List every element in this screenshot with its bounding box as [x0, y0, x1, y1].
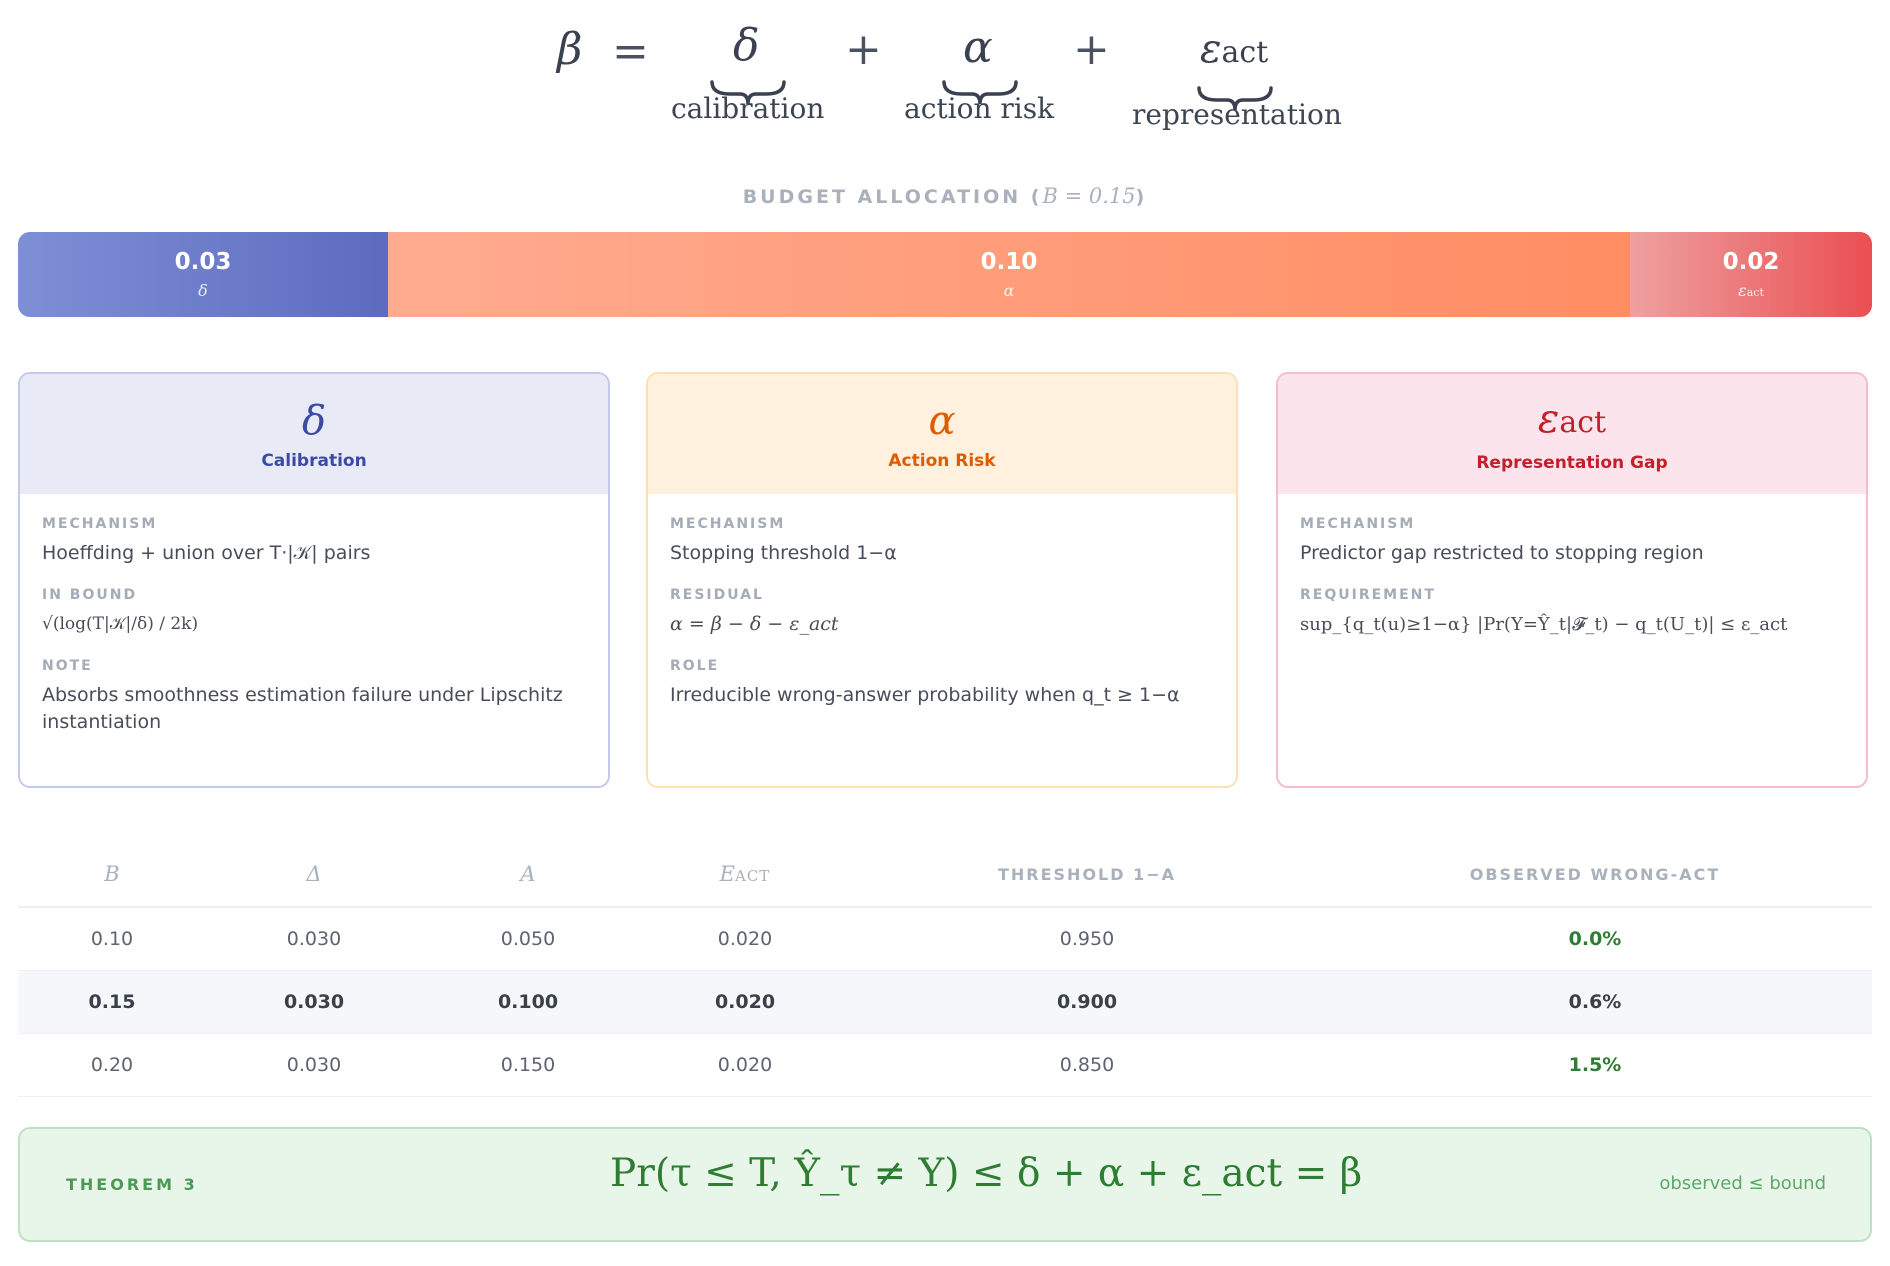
card-representation-gap: εact Representation Gap MECHANISM Predic…	[1276, 372, 1868, 788]
cell: 0.150	[422, 1033, 634, 1097]
term-alpha-symbol: α	[963, 22, 993, 73]
row-text: Hoeffding + union over T·|𝒦| pairs	[42, 542, 371, 564]
theorem-tag: THEOREM 3	[66, 1175, 198, 1194]
term-epsilon-label: representation	[1132, 98, 1342, 131]
equals-sign: =	[612, 26, 649, 77]
row-key: MECHANISM	[670, 516, 786, 532]
segment-value: 0.02	[1722, 249, 1780, 275]
beta-symbol: β	[557, 24, 583, 75]
col-header-epsilon: ΕACT	[634, 842, 856, 908]
card-symbol: α	[928, 398, 956, 444]
theorem-formula: Pr(τ ≤ T, Ŷ_τ ≠ Y) ≤ δ + α + ε_act = β	[610, 1151, 1363, 1196]
term-delta-symbol: δ	[733, 20, 760, 71]
card-title: Action Risk	[888, 451, 996, 471]
budget-allocation-title: BUDGET ALLOCATION (B = 0.15)	[742, 184, 1148, 208]
plus-sign-1: +	[845, 24, 882, 75]
card-symbol: εact	[1537, 396, 1607, 442]
cell: 0.030	[206, 970, 422, 1034]
cell: 0.020	[634, 907, 856, 971]
row-text-formula: √(log(T|𝒦|/δ) / 2k)	[42, 614, 199, 634]
budget-bar: 0.03 δ 0.10 α 0.02 εact	[18, 232, 1872, 317]
cell: 0.020	[634, 1033, 856, 1097]
cell: 0.050	[422, 907, 634, 971]
segment-value: 0.10	[980, 249, 1038, 275]
row-key: REQUIREMENT	[1300, 587, 1436, 603]
card-title: Representation Gap	[1476, 453, 1668, 473]
cell-observed: 0.0%	[1318, 907, 1872, 971]
card-symbol: δ	[301, 398, 327, 444]
row-text: Absorbs smoothness estimation failure un…	[42, 684, 563, 733]
col-header-alpha: Α	[422, 842, 634, 908]
cell-observed: 1.5%	[1318, 1033, 1872, 1097]
card-header: δ Calibration	[20, 374, 608, 494]
card-action-risk: α Action Risk MECHANISM Stopping thresho…	[646, 372, 1238, 788]
segment-symbol: εact	[1738, 281, 1764, 300]
row-key: MECHANISM	[42, 516, 158, 532]
budget-table: Β Δ Α ΕACT THRESHOLD 1−Α OBSERVED WRONG-…	[18, 842, 1872, 1097]
cell: 0.20	[18, 1033, 206, 1097]
row-text-formula: sup_{q_t(u)≥1−α} |Pr(Y=Ŷ_t|𝓕_t) − q_t(U_…	[1300, 614, 1788, 635]
theorem-note: observed ≤ bound	[1659, 1173, 1826, 1194]
plus-sign-2: +	[1073, 24, 1110, 75]
card-header: εact Representation Gap	[1278, 374, 1866, 494]
card-title: Calibration	[261, 451, 367, 471]
table-row-highlighted: 0.15 0.030 0.100 0.020 0.900 0.6%	[18, 970, 1872, 1034]
table-row: 0.20 0.030 0.150 0.020 0.850 1.5%	[18, 1033, 1872, 1097]
row-text: Predictor gap restricted to stopping reg…	[1300, 542, 1704, 564]
decomposition-equation: β = δ calibration + α action risk + εact…	[0, 18, 1890, 138]
budget-segment-epsilon: 0.02 εact	[1630, 232, 1872, 317]
col-header-beta: Β	[18, 842, 206, 908]
row-text-formula: α = β − δ − ε_act	[670, 613, 839, 635]
row-key: MECHANISM	[1300, 516, 1416, 532]
card-header: α Action Risk	[648, 374, 1236, 494]
budget-segment-delta: 0.03 δ	[18, 232, 388, 317]
cell: 0.100	[422, 970, 634, 1034]
cell: 0.020	[634, 970, 856, 1034]
row-text: Stopping threshold 1−α	[670, 542, 897, 564]
cell: 0.900	[856, 970, 1318, 1034]
row-text: Irreducible wrong-answer probability whe…	[670, 684, 1180, 706]
segment-value: 0.03	[174, 249, 232, 275]
term-delta-label: calibration	[671, 92, 825, 125]
cell-observed: 0.6%	[1318, 970, 1872, 1034]
row-key: IN BOUND	[42, 587, 138, 603]
table-header-row: Β Δ Α ΕACT THRESHOLD 1−Α OBSERVED WRONG-…	[18, 842, 1872, 908]
cell: 0.030	[206, 1033, 422, 1097]
col-header-threshold: THRESHOLD 1−Α	[856, 842, 1318, 908]
budget-segment-alpha: 0.10 α	[388, 232, 1630, 317]
cell: 0.950	[856, 907, 1318, 971]
col-header-observed: OBSERVED WRONG-ACT	[1318, 842, 1872, 908]
underbrace-alpha	[942, 80, 1018, 105]
segment-symbol: α	[1003, 281, 1015, 300]
segment-symbol: δ	[198, 281, 208, 300]
cell: 0.850	[856, 1033, 1318, 1097]
theorem-box: THEOREM 3 Pr(τ ≤ T, Ŷ_τ ≠ Y) ≤ δ + α + ε…	[18, 1127, 1872, 1242]
col-header-delta: Δ	[206, 842, 422, 908]
cell: 0.10	[18, 907, 206, 971]
row-key: NOTE	[42, 658, 93, 674]
underbrace-epsilon	[1197, 86, 1273, 111]
row-key: ROLE	[670, 658, 720, 674]
term-alpha-label: action risk	[904, 92, 1055, 125]
cell: 0.15	[18, 970, 206, 1034]
row-key: RESIDUAL	[670, 587, 764, 603]
table-row: 0.10 0.030 0.050 0.020 0.950 0.0%	[18, 907, 1872, 971]
cell: 0.030	[206, 907, 422, 971]
underbrace-delta	[710, 80, 786, 105]
card-calibration: δ Calibration MECHANISM Hoeffding + unio…	[18, 372, 610, 788]
term-epsilon-symbol: εact	[1200, 26, 1269, 72]
